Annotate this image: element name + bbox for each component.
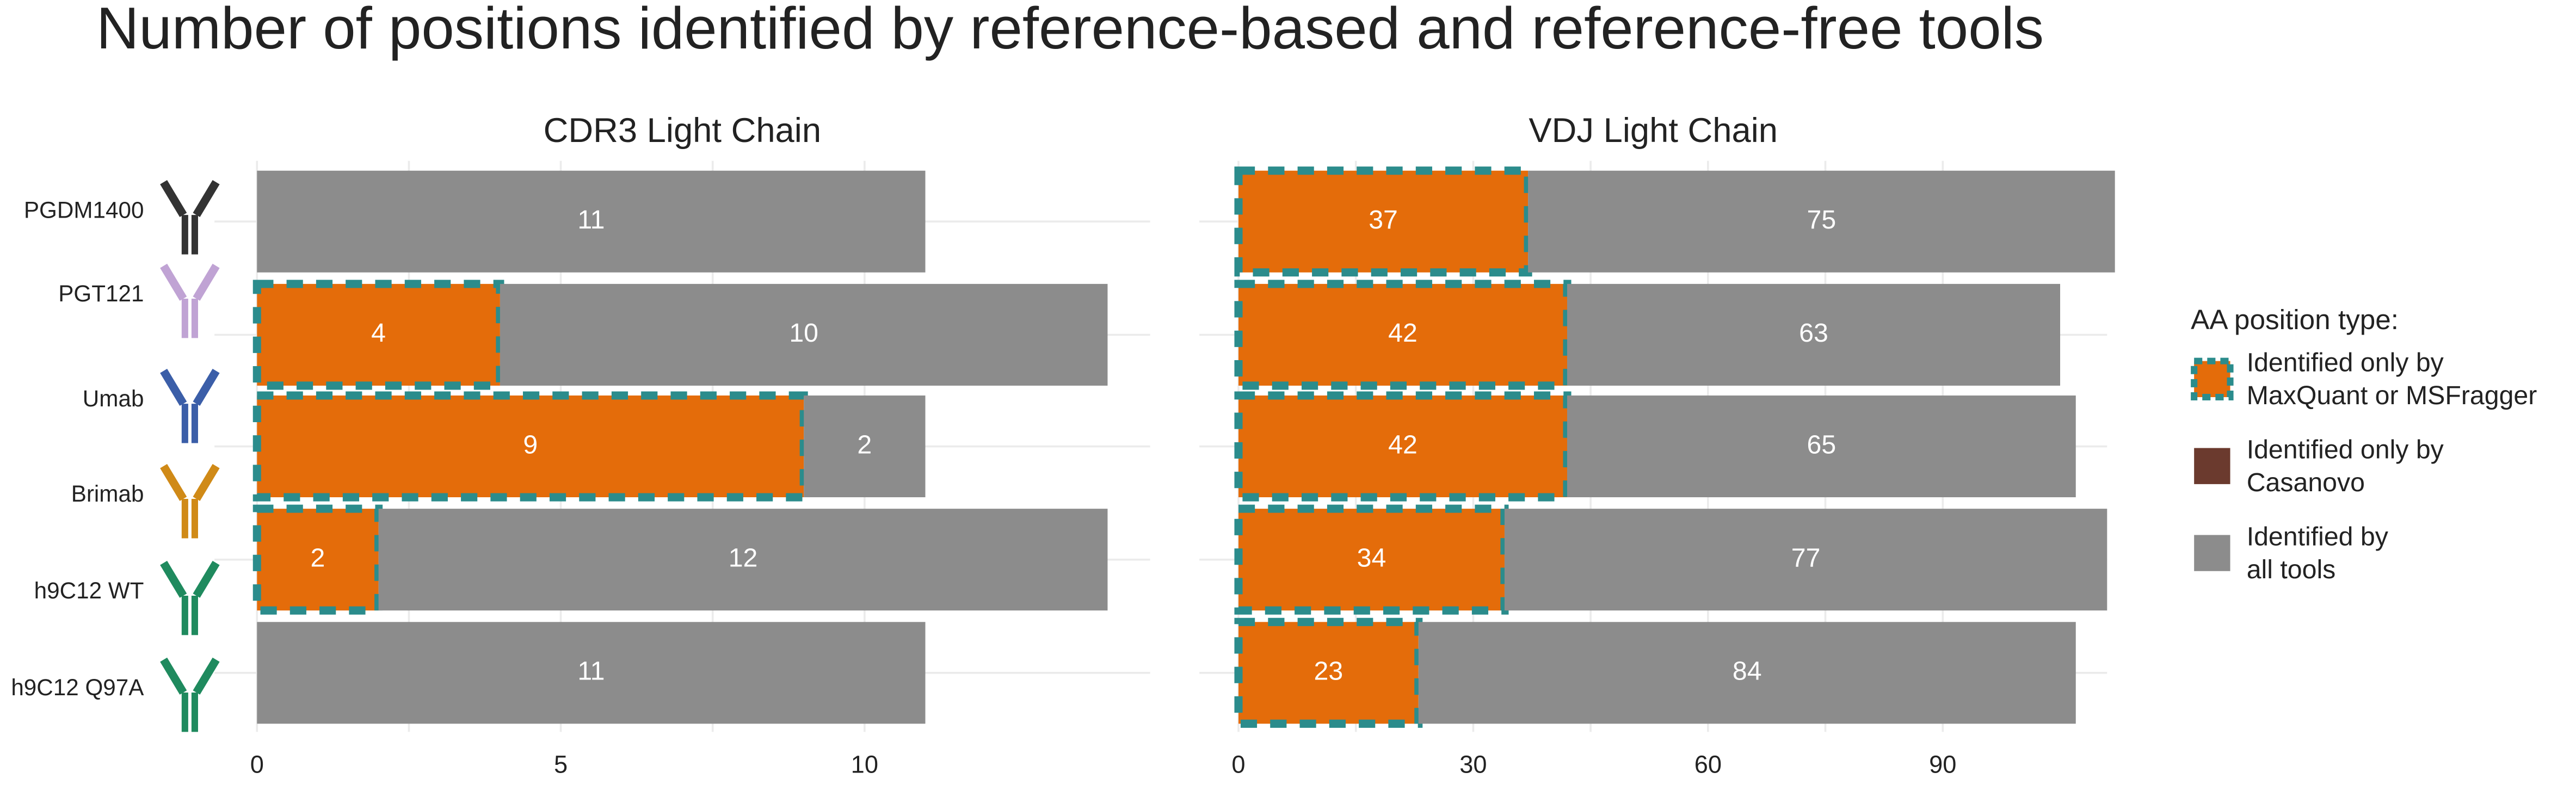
value-label: 23 [1314, 657, 1344, 686]
x-tick-label: 60 [1694, 751, 1722, 778]
bar-segment [1567, 283, 2060, 386]
bar-segment [1418, 622, 2076, 724]
chart-title: Number of positions identified by refere… [96, 0, 2044, 61]
bar-segment [1234, 280, 1572, 390]
value-label: 2 [857, 430, 872, 459]
icon-arm [160, 657, 187, 695]
antibody-icon [160, 560, 220, 635]
icon-arm [160, 464, 187, 501]
bar-segment [257, 170, 926, 273]
antibody-icon [160, 368, 220, 443]
legend-swatch [2194, 448, 2230, 484]
bar-segment [1234, 617, 1423, 728]
bar-segment [804, 396, 926, 498]
legend-swatch [2191, 357, 2234, 401]
x-tick-label: 10 [851, 751, 878, 778]
bar-segment [1234, 391, 1572, 502]
x-tick-label: 5 [554, 751, 568, 778]
icon-arm [193, 368, 220, 406]
value-label: 84 [1733, 657, 1762, 686]
value-label: 4 [371, 318, 386, 348]
row-label: PGT121 [58, 281, 144, 306]
bar-segment [1528, 170, 2115, 273]
bar-segment [1504, 509, 2107, 611]
icon-arm [193, 560, 220, 598]
icon-arm [193, 657, 220, 695]
icon-arm [160, 368, 187, 406]
value-label: 2 [311, 543, 325, 572]
value-label: 42 [1388, 318, 1418, 348]
x-tick-label: 90 [1929, 751, 1956, 778]
value-label: 11 [577, 205, 605, 234]
value-label: 34 [1357, 543, 1386, 572]
value-label: 37 [1369, 205, 1398, 234]
icon-arm [193, 180, 220, 218]
bar-segment [1567, 396, 2076, 498]
value-label: 75 [1807, 205, 1837, 234]
icon-arm [193, 263, 220, 301]
panel-title: CDR3 Light Chain [544, 112, 821, 150]
icon-arm [160, 560, 187, 598]
row-label: Umab [83, 386, 144, 411]
row-label: h9C12 Q97A [11, 675, 144, 700]
icon-arm [160, 263, 187, 301]
bar-segment [500, 283, 1108, 386]
row-label: h9C12 WT [34, 578, 144, 603]
x-tick-label: 30 [1459, 751, 1487, 778]
icon-arm [193, 464, 220, 501]
icon-arm [160, 180, 187, 218]
panel-title: VDJ Light Chain [1529, 112, 1778, 150]
antibody-icon [160, 464, 220, 539]
value-label: 12 [729, 543, 758, 572]
value-label: 9 [523, 430, 538, 459]
antibody-icon [160, 180, 220, 255]
x-tick-label: 0 [250, 751, 264, 778]
row-label: PGDM1400 [24, 197, 144, 223]
value-label: 63 [1799, 318, 1828, 348]
value-label: 77 [1791, 543, 1821, 572]
bar-segment [257, 622, 926, 724]
legend-label: Identified only by Casanovo [2247, 435, 2444, 497]
bar-segment [1234, 504, 1509, 615]
value-label: 11 [577, 657, 605, 686]
legend-swatch [2194, 535, 2230, 571]
legend-label: Identified by all tools [2247, 522, 2389, 584]
value-label: 65 [1807, 430, 1837, 459]
antibody-icon [160, 657, 220, 732]
legend-label: Identified only by MaxQuant or MSFragger [2247, 348, 2537, 410]
row-label: Brimab [71, 481, 144, 506]
antibody-icon [160, 263, 220, 338]
value-label: 10 [789, 318, 818, 348]
bar-segment [378, 509, 1108, 611]
legend-title: AA position type: [2191, 304, 2399, 335]
value-label: 42 [1388, 430, 1418, 459]
bar-segment [252, 280, 504, 390]
bar-segment [252, 504, 383, 615]
x-tick-label: 0 [1231, 751, 1245, 778]
